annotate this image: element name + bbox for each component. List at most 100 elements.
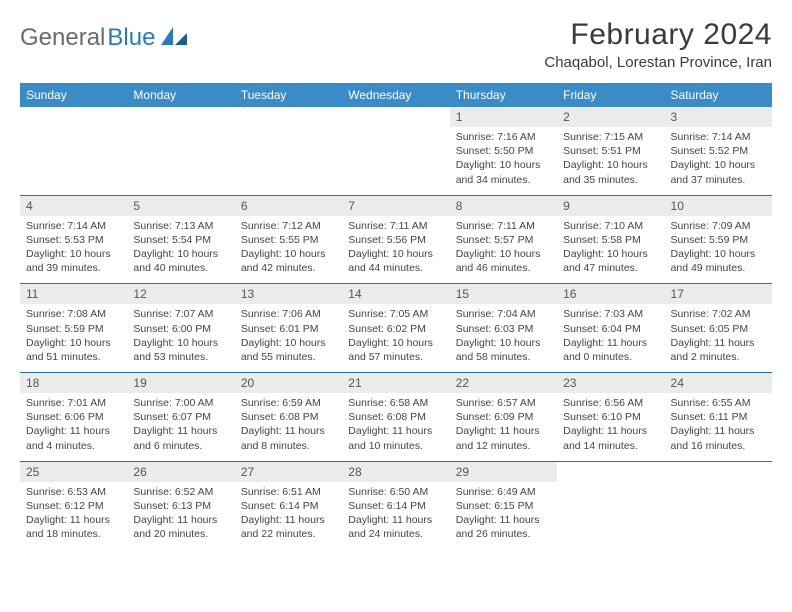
sunset-text: Sunset: 6:08 PM xyxy=(348,410,443,424)
title-block: February 2024 Chaqabol, Lorestan Provinc… xyxy=(544,18,772,71)
sunrise-text: Sunrise: 6:49 AM xyxy=(456,485,551,499)
daynum-cell: 8 xyxy=(450,196,557,216)
sunset-text: Sunset: 6:00 PM xyxy=(133,322,228,336)
sunset-text: Sunset: 5:59 PM xyxy=(671,233,766,247)
daylight-text: Daylight: 10 hours and 39 minutes. xyxy=(26,247,121,275)
sunset-text: Sunset: 6:10 PM xyxy=(563,410,658,424)
daynum-cell xyxy=(557,462,664,482)
daylight-text: Daylight: 10 hours and 57 minutes. xyxy=(348,336,443,364)
dow-header-cell: Wednesday xyxy=(342,83,449,107)
sunrise-text: Sunrise: 7:06 AM xyxy=(241,307,336,321)
detail-cell: Sunrise: 6:51 AMSunset: 6:14 PMDaylight:… xyxy=(235,482,342,550)
sunset-text: Sunset: 6:01 PM xyxy=(241,322,336,336)
dow-header-cell: Tuesday xyxy=(235,83,342,107)
detail-cell xyxy=(665,482,772,550)
daylight-text: Daylight: 10 hours and 49 minutes. xyxy=(671,247,766,275)
daynum-cell: 14 xyxy=(342,284,449,304)
detail-cell: Sunrise: 7:07 AMSunset: 6:00 PMDaylight:… xyxy=(127,304,234,372)
daylight-text: Daylight: 10 hours and 35 minutes. xyxy=(563,158,658,186)
detail-cell: Sunrise: 7:11 AMSunset: 5:57 PMDaylight:… xyxy=(450,216,557,284)
sunrise-text: Sunrise: 7:13 AM xyxy=(133,219,228,233)
detail-cell: Sunrise: 6:49 AMSunset: 6:15 PMDaylight:… xyxy=(450,482,557,550)
daynum-cell xyxy=(235,107,342,127)
sunrise-text: Sunrise: 7:09 AM xyxy=(671,219,766,233)
sunrise-text: Sunrise: 7:02 AM xyxy=(671,307,766,321)
sunrise-text: Sunrise: 7:16 AM xyxy=(456,130,551,144)
daylight-text: Daylight: 11 hours and 18 minutes. xyxy=(26,513,121,541)
detail-cell xyxy=(20,127,127,195)
daynum-cell: 9 xyxy=(557,196,664,216)
detail-cell xyxy=(235,127,342,195)
daynum-row: 2526272829 xyxy=(20,462,772,482)
sunrise-text: Sunrise: 7:12 AM xyxy=(241,219,336,233)
daynum-cell: 21 xyxy=(342,373,449,393)
detail-row: Sunrise: 7:14 AMSunset: 5:53 PMDaylight:… xyxy=(20,216,772,284)
detail-cell: Sunrise: 6:53 AMSunset: 6:12 PMDaylight:… xyxy=(20,482,127,550)
detail-cell: Sunrise: 7:11 AMSunset: 5:56 PMDaylight:… xyxy=(342,216,449,284)
sunset-text: Sunset: 5:50 PM xyxy=(456,144,551,158)
daylight-text: Daylight: 10 hours and 34 minutes. xyxy=(456,158,551,186)
sunset-text: Sunset: 5:59 PM xyxy=(26,322,121,336)
sunset-text: Sunset: 5:55 PM xyxy=(241,233,336,247)
detail-cell: Sunrise: 6:59 AMSunset: 6:08 PMDaylight:… xyxy=(235,393,342,461)
dow-header-cell: Monday xyxy=(127,83,234,107)
sunset-text: Sunset: 6:12 PM xyxy=(26,499,121,513)
daynum-cell: 10 xyxy=(665,196,772,216)
sunrise-text: Sunrise: 7:03 AM xyxy=(563,307,658,321)
dow-header-row: SundayMondayTuesdayWednesdayThursdayFrid… xyxy=(20,83,772,107)
daylight-text: Daylight: 10 hours and 47 minutes. xyxy=(563,247,658,275)
daynum-row: 18192021222324 xyxy=(20,373,772,393)
daynum-cell: 20 xyxy=(235,373,342,393)
daylight-text: Daylight: 11 hours and 0 minutes. xyxy=(563,336,658,364)
detail-cell: Sunrise: 7:13 AMSunset: 5:54 PMDaylight:… xyxy=(127,216,234,284)
detail-cell xyxy=(342,127,449,195)
sunrise-text: Sunrise: 7:11 AM xyxy=(456,219,551,233)
daylight-text: Daylight: 11 hours and 8 minutes. xyxy=(241,424,336,452)
detail-cell xyxy=(127,127,234,195)
daynum-cell: 5 xyxy=(127,196,234,216)
daynum-cell: 19 xyxy=(127,373,234,393)
detail-cell: Sunrise: 7:14 AMSunset: 5:52 PMDaylight:… xyxy=(665,127,772,195)
detail-row: Sunrise: 7:16 AMSunset: 5:50 PMDaylight:… xyxy=(20,127,772,195)
sunrise-text: Sunrise: 7:04 AM xyxy=(456,307,551,321)
sunset-text: Sunset: 6:04 PM xyxy=(563,322,658,336)
detail-cell xyxy=(557,482,664,550)
daynum-row: 45678910 xyxy=(20,196,772,216)
sunrise-text: Sunrise: 7:10 AM xyxy=(563,219,658,233)
detail-cell: Sunrise: 7:12 AMSunset: 5:55 PMDaylight:… xyxy=(235,216,342,284)
daynum-cell xyxy=(665,462,772,482)
daylight-text: Daylight: 10 hours and 55 minutes. xyxy=(241,336,336,364)
sunset-text: Sunset: 6:05 PM xyxy=(671,322,766,336)
daylight-text: Daylight: 10 hours and 58 minutes. xyxy=(456,336,551,364)
daynum-cell: 17 xyxy=(665,284,772,304)
sunset-text: Sunset: 6:03 PM xyxy=(456,322,551,336)
sunrise-text: Sunrise: 6:58 AM xyxy=(348,396,443,410)
detail-cell: Sunrise: 6:58 AMSunset: 6:08 PMDaylight:… xyxy=(342,393,449,461)
daylight-text: Daylight: 11 hours and 12 minutes. xyxy=(456,424,551,452)
detail-cell: Sunrise: 7:01 AMSunset: 6:06 PMDaylight:… xyxy=(20,393,127,461)
sunset-text: Sunset: 6:06 PM xyxy=(26,410,121,424)
detail-cell: Sunrise: 7:00 AMSunset: 6:07 PMDaylight:… xyxy=(127,393,234,461)
daynum-cell: 7 xyxy=(342,196,449,216)
location-text: Chaqabol, Lorestan Province, Iran xyxy=(544,54,772,71)
detail-cell: Sunrise: 6:52 AMSunset: 6:13 PMDaylight:… xyxy=(127,482,234,550)
daynum-cell: 24 xyxy=(665,373,772,393)
daynum-cell: 11 xyxy=(20,284,127,304)
detail-row: Sunrise: 7:08 AMSunset: 5:59 PMDaylight:… xyxy=(20,304,772,372)
sunrise-text: Sunrise: 7:11 AM xyxy=(348,219,443,233)
detail-cell: Sunrise: 7:14 AMSunset: 5:53 PMDaylight:… xyxy=(20,216,127,284)
daylight-text: Daylight: 11 hours and 26 minutes. xyxy=(456,513,551,541)
sunrise-text: Sunrise: 6:52 AM xyxy=(133,485,228,499)
daynum-cell: 26 xyxy=(127,462,234,482)
sunset-text: Sunset: 5:58 PM xyxy=(563,233,658,247)
sunset-text: Sunset: 6:13 PM xyxy=(133,499,228,513)
daylight-text: Daylight: 10 hours and 40 minutes. xyxy=(133,247,228,275)
daylight-text: Daylight: 10 hours and 42 minutes. xyxy=(241,247,336,275)
sunrise-text: Sunrise: 7:01 AM xyxy=(26,396,121,410)
detail-cell: Sunrise: 7:16 AMSunset: 5:50 PMDaylight:… xyxy=(450,127,557,195)
daynum-cell: 22 xyxy=(450,373,557,393)
daylight-text: Daylight: 10 hours and 53 minutes. xyxy=(133,336,228,364)
daynum-row: 123 xyxy=(20,107,772,127)
detail-cell: Sunrise: 7:02 AMSunset: 6:05 PMDaylight:… xyxy=(665,304,772,372)
sunrise-text: Sunrise: 7:07 AM xyxy=(133,307,228,321)
